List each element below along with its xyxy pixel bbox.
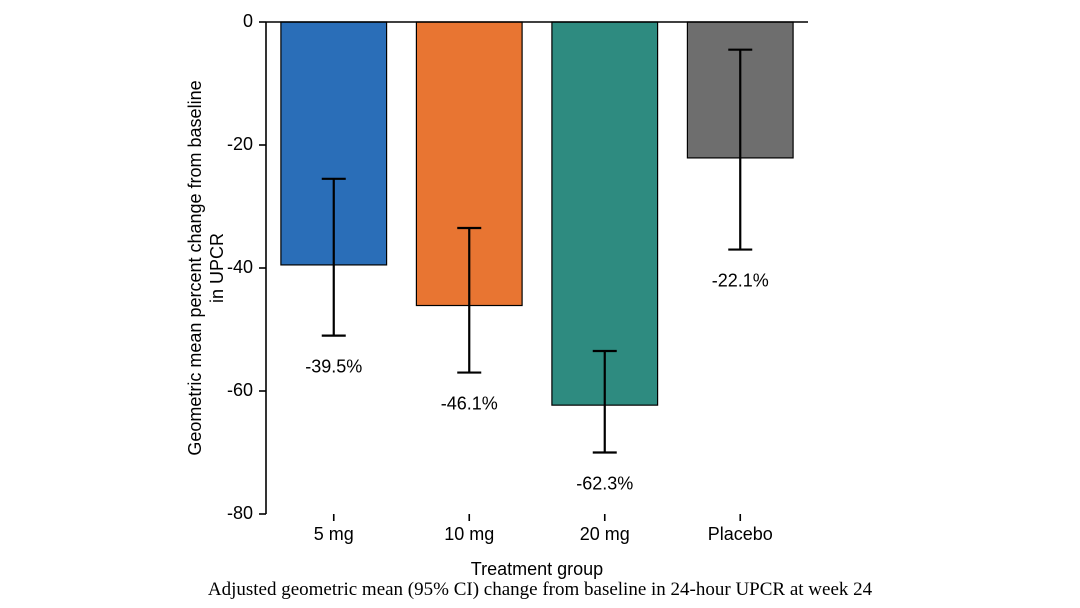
- x-tick-label: 20 mg: [580, 524, 630, 544]
- x-tick-label: Placebo: [708, 524, 773, 544]
- bar: [552, 22, 658, 405]
- x-tick-label: 10 mg: [444, 524, 494, 544]
- x-axis-label: Treatment group: [471, 559, 603, 579]
- figure-container: -39.5% -46.1% -62.3% -22.1% 0 -20 -40 -60 -80 5 m…: [0, 0, 1080, 608]
- figure-caption: Adjusted geometric mean (95% CI) change …: [0, 579, 1080, 601]
- bar-value-label: -46.1%: [441, 393, 498, 413]
- bar-value-label: -39.5%: [305, 356, 362, 376]
- y-tick-label: -80: [227, 503, 253, 523]
- upcr-bar-chart: -39.5% -46.1% -62.3% -22.1% 0 -20 -40 -60 -80 5 m…: [0, 0, 1080, 608]
- y-axis-label: in UPCR: [207, 233, 227, 303]
- x-tick-label: 5 mg: [314, 524, 354, 544]
- y-tick-label: -60: [227, 380, 253, 400]
- y-axis-label: Geometric mean percent change from basel…: [185, 80, 205, 455]
- y-tick-label: 0: [243, 11, 253, 31]
- y-tick-label: -20: [227, 134, 253, 154]
- bar-value-label: -22.1%: [712, 270, 769, 290]
- bar-value-label: -62.3%: [576, 473, 633, 493]
- y-tick-label: -40: [227, 257, 253, 277]
